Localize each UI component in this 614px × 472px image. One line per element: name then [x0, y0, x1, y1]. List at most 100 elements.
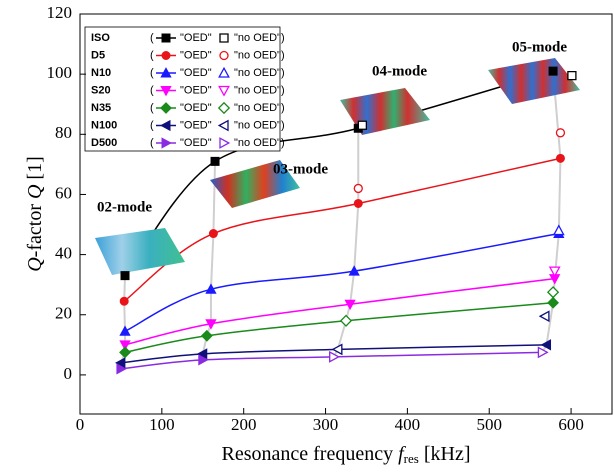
fit-curve	[124, 70, 554, 277]
point-oed	[344, 299, 356, 311]
legend-marker	[161, 33, 171, 43]
point-no-oed	[357, 120, 368, 130]
legend-name: S20	[91, 84, 111, 96]
legend-label: "no OED")	[234, 102, 285, 114]
legend-name: N100	[91, 119, 117, 131]
legend-label-text: "no OED"	[234, 84, 281, 96]
point-oed	[348, 265, 360, 276]
legend-label: "OED"	[180, 67, 212, 79]
point-no-oed	[567, 71, 577, 81]
legend-bracket: )	[281, 84, 285, 96]
mode-annotation: 05-mode	[512, 39, 567, 55]
mode-shape-04	[340, 88, 430, 135]
x-tick-label: 500	[476, 415, 502, 434]
legend-marker	[218, 85, 230, 97]
fit-curve	[124, 301, 554, 354]
legend-name: ISO	[91, 32, 110, 44]
legend-marker	[161, 51, 171, 60]
legend-marker	[160, 67, 172, 78]
legend-bracket: (	[150, 84, 154, 96]
point-no-oed	[353, 183, 363, 194]
legend-label-text: "no OED"	[234, 102, 281, 114]
legend-bracket: )	[281, 102, 285, 114]
plot-frame	[79, 13, 613, 415]
legend-label: "no OED")	[234, 32, 285, 44]
legend-marker	[160, 86, 172, 97]
mode-annotation: 02-mode	[97, 199, 152, 215]
point-oed	[548, 66, 558, 76]
legend-label: "no OED")	[234, 137, 285, 149]
legend-bracket: )	[281, 137, 285, 149]
point-oed	[205, 319, 217, 330]
point-oed	[119, 296, 129, 306]
point-oed	[116, 363, 127, 375]
legend-bracket: )	[281, 119, 285, 131]
mode-connector	[201, 161, 217, 360]
y-axis-label: Q-factor Q [1]	[24, 156, 46, 272]
x-tick-label: 0	[76, 415, 85, 434]
mode-shape-05	[488, 58, 580, 104]
legend-label-text: "no OED"	[234, 32, 281, 44]
legend-marker	[219, 137, 231, 149]
x-tick-label: 300	[313, 415, 339, 434]
point-oed	[119, 340, 131, 351]
point-oed	[200, 329, 213, 342]
legend-marker	[161, 137, 172, 149]
legend-marker	[217, 101, 231, 115]
legend-label: "OED"	[180, 32, 212, 44]
mode-annotation: 03-mode	[273, 161, 328, 177]
x-tick-label: 400	[395, 415, 421, 434]
fit-curve	[120, 344, 547, 364]
legend-bracket: )	[281, 49, 285, 61]
point-no-oed	[339, 314, 353, 327]
legend-label-text: "no OED"	[234, 137, 281, 149]
legend-bracket: (	[150, 119, 154, 131]
point-oed	[119, 325, 131, 336]
fit-curve	[124, 277, 555, 346]
legend-marker	[160, 102, 172, 114]
legend-bracket: )	[281, 32, 285, 44]
legend-name: N35	[91, 102, 111, 114]
legend-label: "no OED")	[234, 49, 285, 61]
y-tick-label: 80	[55, 123, 72, 142]
legend-label: "OED"	[180, 102, 212, 114]
y-tick-label: 40	[55, 244, 72, 263]
x-axis-label: Resonance frequency fres [kHz]	[222, 443, 471, 466]
point-no-oed	[331, 343, 343, 356]
legend-marker	[217, 119, 229, 132]
point-no-oed	[548, 266, 561, 278]
point-oed	[115, 357, 126, 369]
point-oed	[196, 348, 208, 360]
point-no-oed	[555, 128, 566, 138]
y-tick-label: 20	[55, 304, 72, 323]
legend-label-text: "no OED"	[234, 119, 281, 131]
y-tick-label: 100	[47, 63, 73, 82]
point-no-oed	[537, 346, 549, 359]
legend-bracket: (	[150, 102, 154, 114]
legend-label: "OED"	[180, 49, 212, 61]
legend-label: "no OED")	[234, 67, 285, 79]
y-tick-label: 60	[55, 183, 72, 202]
legend-name: N10	[91, 67, 111, 79]
point-oed	[540, 339, 552, 351]
point-oed	[547, 296, 559, 309]
point-oed	[119, 346, 131, 359]
point-no-oed	[552, 224, 565, 236]
mode-shape-03	[210, 160, 300, 208]
mode-shape-02	[95, 228, 185, 275]
y-tick-label: 120	[47, 3, 73, 22]
legend: ISO ("OED" "no OED") D5 ("OED" "no OED") N10 ("…	[91, 32, 285, 149]
point-oed	[353, 198, 363, 208]
legend-bracket: (	[150, 32, 154, 44]
legend-bracket: (	[150, 49, 154, 61]
legend-marker	[219, 50, 229, 61]
y-tick-label: 0	[64, 364, 73, 383]
legend-bracket: (	[150, 67, 154, 79]
legend-marker	[219, 33, 229, 43]
point-no-oed	[538, 310, 550, 323]
legend-label: "no OED")	[234, 84, 285, 96]
legend-label: "no OED")	[234, 119, 285, 131]
legend-name: D500	[91, 137, 117, 149]
legend-label: "OED"	[180, 137, 212, 149]
